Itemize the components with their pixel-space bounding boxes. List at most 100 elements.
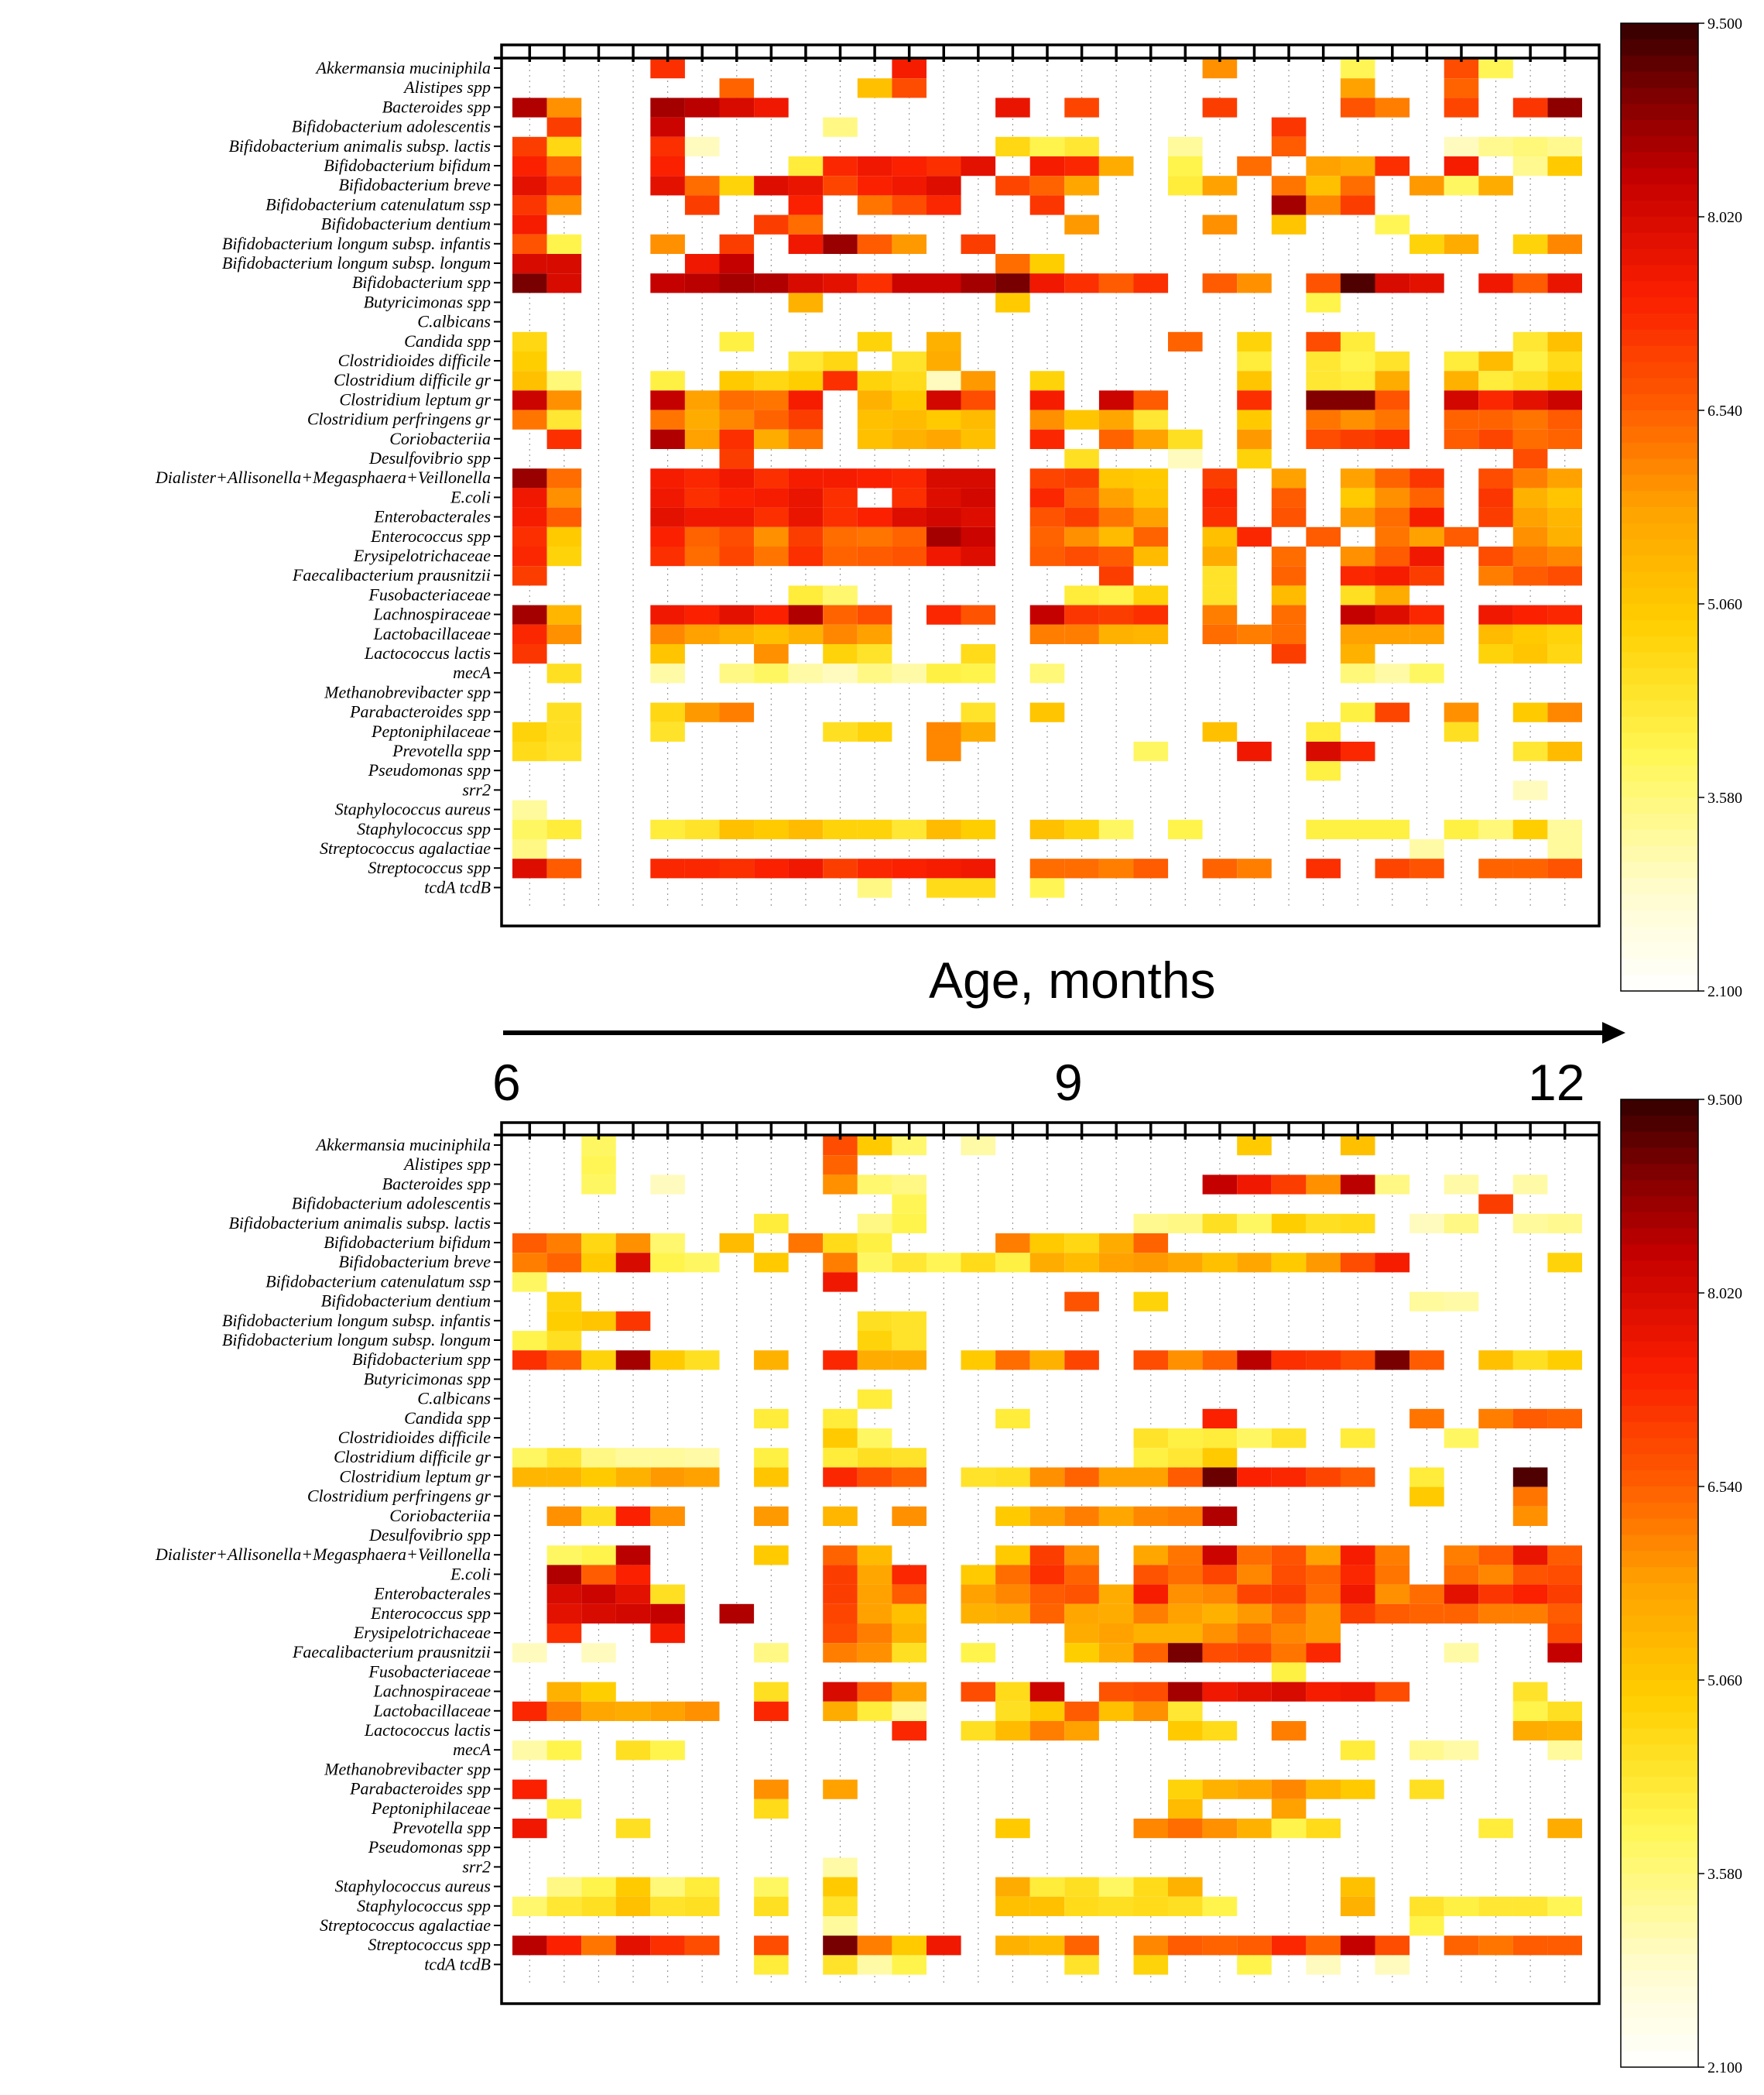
- colorbar-swatch: [1621, 1970, 1698, 1987]
- heatmap-cell: [823, 1936, 858, 1956]
- heatmap-cell: [857, 1331, 892, 1351]
- heatmap-cell: [1202, 1896, 1238, 1916]
- heatmap-cell: [1098, 390, 1134, 410]
- heatmap-cell: [1512, 859, 1548, 879]
- row-label: Bifidobacterium longum subsp. infantis: [222, 1311, 491, 1330]
- heatmap-cell: [961, 1721, 996, 1741]
- heatmap-cell: [650, 429, 685, 449]
- heatmap-cell: [892, 1506, 927, 1526]
- colorbar-tick-label: 9.500: [1707, 1092, 1742, 1109]
- heatmap-cell: [754, 819, 789, 839]
- heatmap-cell: [1202, 624, 1238, 644]
- heatmap-cell: [823, 1701, 858, 1721]
- heatmap-cell: [1512, 1936, 1548, 1956]
- heatmap-cell: [650, 273, 685, 293]
- heatmap-cell: [719, 468, 755, 489]
- heatmap-cell: [892, 1174, 927, 1195]
- heatmap-cell: [1168, 1467, 1203, 1487]
- colorbar-swatch: [1621, 1728, 1698, 1746]
- heatmap-cell: [1512, 566, 1548, 586]
- colorbar-tick-label: 9.500: [1707, 15, 1742, 33]
- heatmap-cell: [615, 1545, 651, 1565]
- heatmap-cell: [857, 429, 892, 449]
- row-label: Dialister+Allisonella+Megasphaera+Veillo…: [155, 468, 491, 487]
- heatmap-cell: [857, 624, 892, 644]
- row-label: Bifidobacterium animalis subsp. lactis: [228, 136, 491, 156]
- heatmap-cell: [650, 176, 685, 196]
- colorbar-swatch: [1621, 975, 1698, 992]
- heatmap-cell: [1306, 526, 1341, 547]
- heatmap-cell: [1064, 1936, 1099, 1956]
- heatmap-cell: [857, 1603, 892, 1624]
- heatmap-cell: [1340, 371, 1375, 391]
- heatmap-cell: [650, 722, 685, 742]
- heatmap-cell: [546, 1682, 582, 1702]
- heatmap-cell: [1512, 1545, 1548, 1565]
- heatmap-cell: [1444, 156, 1479, 177]
- heatmap-cell: [1237, 273, 1272, 293]
- heatmap-cell: [1202, 468, 1238, 489]
- heatmap-cell: [719, 273, 755, 293]
- heatmap-cell: [1444, 136, 1479, 156]
- heatmap-cell: [1064, 585, 1099, 605]
- heatmap-cell: [1202, 547, 1238, 567]
- heatmap-cell: [1064, 1701, 1099, 1721]
- heatmap-cell: [1098, 526, 1134, 547]
- heatmap-cell: [961, 1350, 996, 1370]
- heatmap-cell: [1547, 234, 1582, 254]
- heatmap-cell: [1237, 1565, 1272, 1585]
- heatmap-cell: [1029, 1584, 1065, 1604]
- heatmap-cell: [927, 819, 961, 839]
- heatmap-cell: [1029, 859, 1065, 879]
- heatmap-cell: [788, 195, 824, 215]
- heatmap-cell: [788, 390, 824, 410]
- heatmap-cell: [823, 1584, 858, 1604]
- colorbar-swatch: [1621, 1341, 1698, 1359]
- heatmap-cell: [1340, 1428, 1375, 1449]
- heatmap-cell: [615, 1253, 651, 1273]
- heatmap-cell: [719, 449, 755, 469]
- heatmap-cell: [1547, 1624, 1582, 1644]
- heatmap-cell: [1444, 1603, 1479, 1624]
- heatmap-cell: [719, 605, 755, 625]
- heatmap-cell: [1237, 429, 1272, 449]
- colorbar-swatch: [1621, 668, 1698, 685]
- heatmap-cell: [857, 526, 892, 547]
- heatmap-cell: [788, 176, 824, 196]
- heatmap-cell: [1306, 1819, 1341, 1839]
- colorbar-swatch: [1621, 1244, 1698, 1262]
- heatmap-cell: [1306, 1779, 1341, 1799]
- heatmap-cell: [995, 1506, 1030, 1526]
- heatmap-cell: [1306, 429, 1341, 449]
- heatmap-cell: [1064, 1955, 1099, 1975]
- heatmap-cell: [684, 859, 720, 879]
- heatmap-cell: [1271, 1428, 1307, 1449]
- heatmap-cell: [1098, 547, 1134, 567]
- row-label: Enterobacterales: [373, 1584, 491, 1603]
- heatmap-cell: [546, 488, 582, 508]
- heatmap-cell: [1168, 1779, 1203, 1799]
- heatmap-cell: [1237, 1584, 1272, 1604]
- heatmap-cell: [995, 1701, 1030, 1721]
- heatmap-cell: [1202, 605, 1238, 625]
- heatmap-cell: [1098, 1603, 1134, 1624]
- row-label: Methanobrevibacter spp: [324, 682, 491, 701]
- heatmap-cell: [512, 1467, 547, 1487]
- heatmap-cell: [650, 59, 685, 79]
- heatmap-cell: [650, 1584, 685, 1604]
- heatmap-cell: [1547, 156, 1582, 177]
- heatmap-cell: [546, 1467, 582, 1487]
- heatmap-cell: [1202, 566, 1238, 586]
- heatmap-cell: [684, 547, 720, 567]
- heatmap-cell: [857, 1253, 892, 1273]
- heatmap-cell: [581, 1936, 616, 1956]
- heatmap-cell: [1375, 507, 1410, 527]
- colorbar-bottom: 9.500 8.020 6.540 5.060 3.580 2.100: [1620, 1092, 1742, 2076]
- heatmap-cell: [1444, 1936, 1479, 1956]
- heatmap-cell: [1340, 98, 1375, 118]
- heatmap-cell: [1271, 1565, 1307, 1585]
- heatmap-cell: [1478, 1194, 1513, 1214]
- colorbar-swatch: [1621, 475, 1698, 492]
- heatmap-cell: [615, 1896, 651, 1916]
